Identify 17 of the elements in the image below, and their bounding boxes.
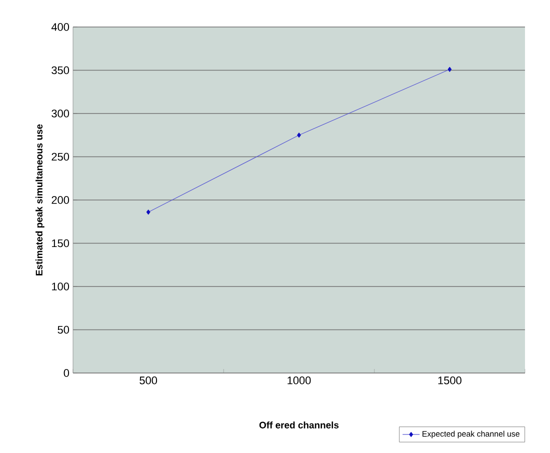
y-tick-label: 0 — [64, 369, 70, 377]
y-tick-label: 250 — [52, 152, 70, 161]
y-tick-label: 200 — [52, 196, 70, 204]
point — [146, 210, 150, 215]
x-axis-title: Off ered channels — [259, 422, 339, 428]
x-tick-label: 500 — [140, 376, 158, 384]
y-axis-title: Estimated peak simultaneous use — [36, 124, 44, 276]
point — [448, 66, 452, 72]
y-tick-label: 350 — [52, 66, 70, 74]
point — [297, 132, 301, 138]
x-tick-label: 1000 — [288, 376, 311, 384]
y-tick-label: 300 — [52, 110, 70, 118]
y-tick-label: 150 — [52, 239, 70, 248]
y-tick-label: 400 — [51, 23, 70, 31]
x-tick-label: 1500 — [438, 376, 462, 384]
y-tick-label: 50 — [58, 326, 70, 334]
y-tick-label: 100 — [52, 282, 70, 290]
